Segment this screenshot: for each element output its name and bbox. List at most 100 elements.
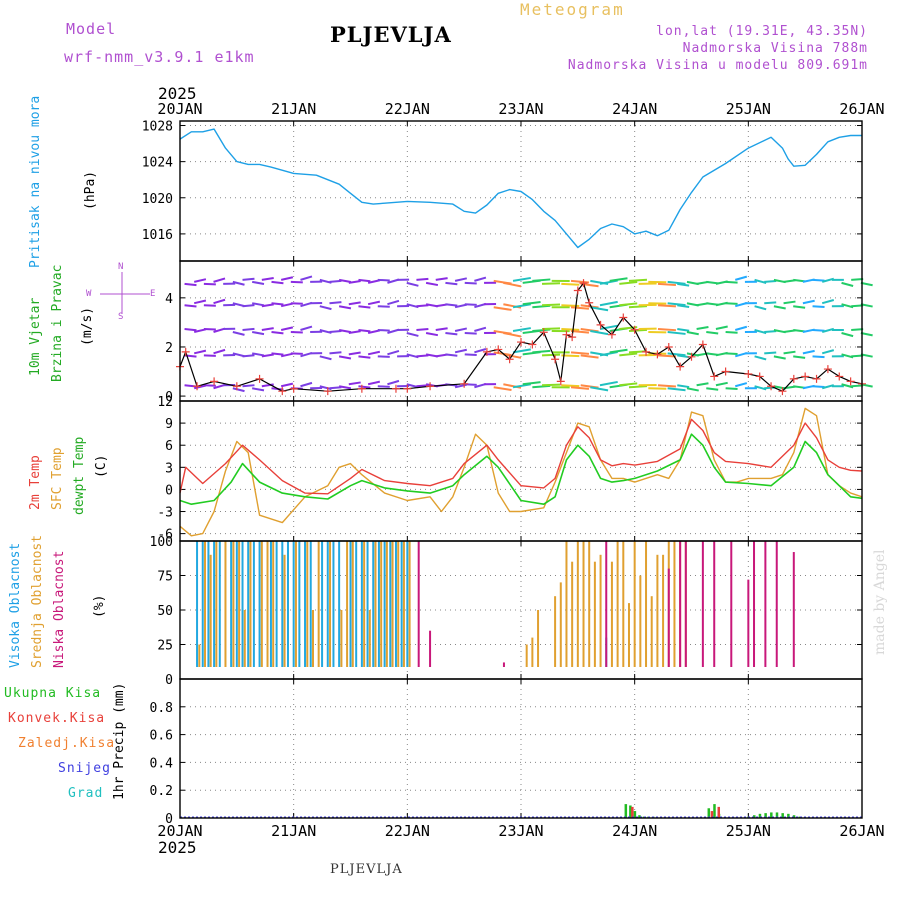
wind-arrow [667, 302, 686, 307]
wind-arrow [416, 327, 429, 331]
wind-arrow [290, 280, 303, 284]
wind-arrow [561, 282, 580, 286]
pressure-line [179, 128, 862, 249]
high-cloud-bar [196, 541, 199, 667]
wind-arrow [773, 355, 786, 360]
precip-total-bar [638, 815, 641, 818]
y-tick-label: 6 [165, 439, 173, 454]
wind-arrow [851, 328, 864, 331]
mid-cloud-bar [616, 541, 619, 667]
low-cloud-bar [417, 541, 420, 667]
y-tick-label: -6 [157, 528, 173, 543]
wind-arrow [445, 353, 458, 357]
wind-arrow [841, 383, 854, 389]
wind-arrow [667, 280, 686, 285]
wind-gust-marker [596, 320, 605, 329]
wind-arrow [213, 277, 226, 283]
wind-arrow [203, 304, 216, 307]
sfc-temp-line [179, 407, 863, 537]
y-tick-label: 1016 [142, 228, 173, 243]
wind-arrow [541, 303, 561, 307]
wind-gust-marker [460, 379, 469, 388]
mid-cloud-bar [283, 554, 286, 667]
high-cloud-bar [241, 541, 244, 667]
wind-arrow [358, 355, 371, 359]
wind-arrow [512, 276, 531, 282]
wind-arrow [599, 300, 618, 307]
low-cloud-bar [701, 541, 704, 667]
wind-arrow [628, 328, 648, 332]
wind-arrow [764, 330, 777, 333]
wind-arrow [512, 303, 531, 309]
high-cloud-bar [372, 541, 375, 667]
wind-arrow [725, 280, 738, 284]
wind-arrow [358, 385, 371, 389]
wind-arrow [261, 303, 274, 308]
high-cloud-bar [286, 541, 289, 667]
precip-total-bar [758, 813, 762, 818]
wind-gust-marker [391, 384, 400, 393]
wind-arrow [464, 332, 477, 335]
y-tick-label: 12 [157, 395, 173, 410]
wind-arrow [570, 330, 590, 334]
wind-gust-marker [676, 362, 685, 371]
wind-arrow [252, 302, 265, 307]
wind-arrow [570, 306, 590, 310]
x-tick-label-bottom: 21JAN [271, 822, 316, 840]
wind-gust-marker [562, 330, 571, 339]
x-tick-label-bottom: 20JAN [157, 822, 202, 840]
mid-cloud-bar [232, 541, 235, 667]
wind-arrow [193, 278, 207, 283]
wind-gust-marker [482, 347, 491, 356]
mid-cloud-bar [374, 541, 377, 667]
wind-arrow [367, 350, 381, 356]
wind-arrow [599, 324, 618, 330]
wind-arrow [454, 348, 468, 354]
wind-arrow [387, 349, 400, 356]
wind-arrow [213, 348, 226, 355]
wind-arrow [599, 380, 618, 387]
mid-cloud-bar [272, 541, 275, 667]
wind-arrow [358, 329, 371, 333]
wind-gust-marker [823, 365, 832, 374]
model-label: Model [66, 20, 117, 38]
wind-gust-marker [778, 387, 787, 396]
high-cloud-bar [366, 541, 369, 667]
wind-arrow [657, 328, 676, 332]
wind-arrow [754, 355, 767, 361]
mid-cloud-bar [306, 541, 309, 667]
wind-arrow [686, 331, 699, 336]
wind-arrow [570, 279, 590, 284]
wind-gust-marker [505, 355, 514, 364]
mid-cloud-bar [565, 541, 568, 667]
high-cloud-bar [304, 541, 307, 667]
precip-conv-bar [710, 811, 714, 818]
wind-arrow [590, 386, 609, 392]
wind-arrow [261, 353, 274, 358]
mid-cloud-bar [588, 541, 591, 667]
mid-cloud-bar [346, 541, 349, 667]
wind-arrow [773, 305, 786, 310]
wind-arrow [387, 379, 400, 386]
wind-arrow [252, 352, 265, 357]
wind-gust-marker [551, 355, 560, 364]
precip-total-bar [775, 812, 779, 818]
wind-gust-marker [767, 382, 776, 391]
y-tick-label: 50 [157, 604, 173, 619]
wind-gust-marker [494, 345, 503, 354]
wind-arrow [657, 304, 676, 308]
wind-arrow [416, 277, 429, 281]
wind-arrow [677, 384, 690, 389]
x-tick-label-bottom: 23JAN [498, 822, 543, 840]
wind-arrow [377, 355, 390, 358]
x-tick-label-top: 22JAN [385, 100, 430, 118]
wind-arrow [406, 332, 419, 337]
mid-cloud-bar [537, 610, 540, 667]
precip-total-bar [781, 813, 784, 818]
wind-arrow [734, 382, 748, 388]
y-tick-label: 3 [165, 461, 173, 476]
wind-arrow [802, 349, 815, 355]
wind-gust-marker [289, 384, 298, 393]
